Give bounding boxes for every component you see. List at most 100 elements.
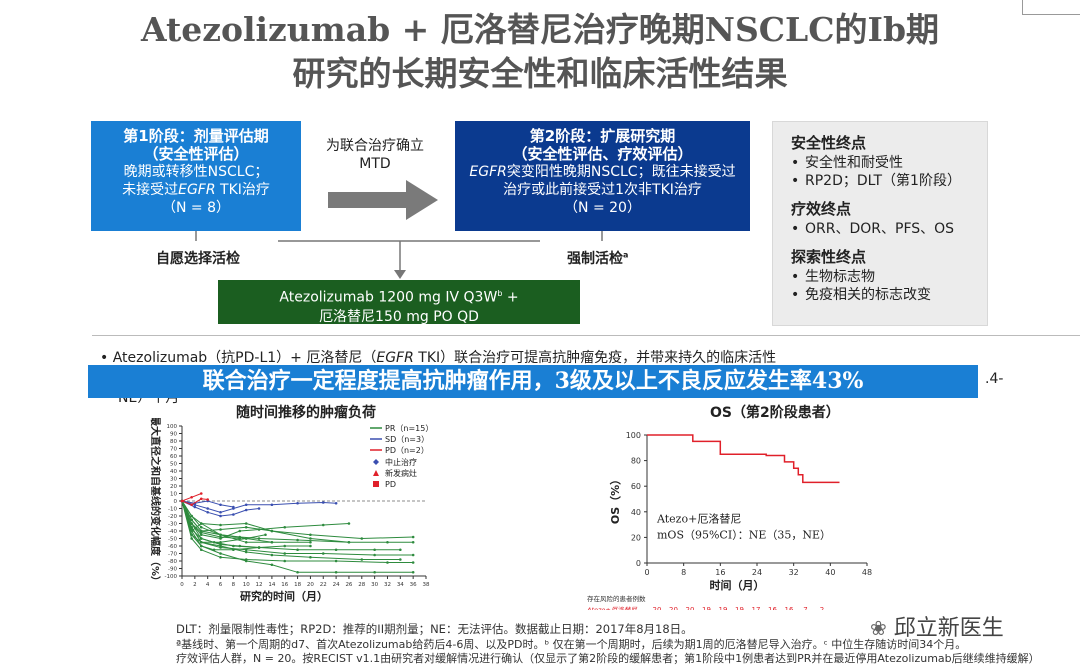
data-point: [244, 525, 248, 529]
x-tick-label: 14: [268, 582, 275, 588]
data-point: [411, 540, 415, 544]
y-tick-label: 70: [170, 447, 177, 453]
risk-count: 17: [752, 606, 761, 610]
data-point: [219, 514, 222, 518]
data-point: [321, 552, 325, 555]
os-annotation-1: Atezo+厄洛替尼: [656, 512, 741, 526]
safety-endpoints-heading: 安全性终点: [791, 134, 867, 152]
data-point: [206, 507, 209, 510]
pd-marker-icon: [373, 481, 379, 487]
data-point: [257, 537, 261, 540]
data-point: [360, 558, 364, 561]
data-point: [190, 537, 193, 540]
data-point: [190, 503, 193, 507]
risk-count: 20: [653, 606, 662, 610]
data-point: [296, 570, 299, 574]
data-point: [399, 548, 402, 552]
legend-label: PD（n=2）: [385, 446, 429, 455]
data-point: [257, 546, 261, 549]
data-point: [411, 570, 415, 574]
legend-label: PD: [385, 480, 396, 489]
data-point: [244, 537, 248, 540]
data-point: [309, 537, 312, 540]
stage1-header: 第1阶段：剂量评估期: [123, 127, 269, 145]
wechat-icon: ❀: [870, 616, 887, 640]
data-point: [199, 537, 203, 540]
y-tick-label: -50: [168, 537, 177, 543]
stage1-sub: （安全性评估）: [143, 145, 249, 163]
y-tick-label: 40: [631, 508, 641, 517]
corner-frame: [1022, 0, 1080, 15]
y-tick-label: 20: [170, 484, 177, 490]
list-item: 生物标志物: [791, 268, 987, 286]
data-point: [283, 559, 287, 563]
section-divider: [92, 335, 1080, 336]
data-point: [219, 510, 222, 514]
data-point: [206, 510, 209, 514]
y-tick-label: 50: [170, 462, 177, 468]
list-item: RP2D；DLT（第1阶段）: [791, 172, 987, 190]
data-point: [232, 513, 235, 516]
summary-bullet-right-tail: .4-: [985, 371, 1004, 387]
legend-label: SD（n=3）: [385, 435, 429, 444]
y-tick-label: -30: [168, 522, 177, 528]
data-point: [264, 533, 267, 537]
stage2-line2: 治疗或此前接受过1次非TKI治疗: [503, 182, 702, 198]
x-tick-label: 24: [752, 568, 762, 577]
data-point: [219, 552, 222, 555]
risk-count: 2: [820, 606, 824, 610]
watermark: ❀ 邱立新医生: [870, 616, 1004, 641]
tumor-burden-chart: 1009080706050403020100-10-20-30-40-50-60…: [149, 418, 433, 603]
y-tick-label: 10: [170, 492, 177, 498]
x-tick-label: 32: [384, 582, 391, 588]
stage2-line1: EGFR突变阳性晚期NSCLC；既往未接受过: [469, 164, 736, 180]
series-line-PR: [181, 500, 272, 543]
data-point: [219, 543, 222, 546]
data-point: [399, 558, 402, 561]
right-arrow-icon: [328, 180, 438, 220]
y-tick-label: 60: [170, 454, 177, 460]
data-point: [199, 544, 203, 548]
list-item: ORR、DOR、PFS、OS: [791, 220, 987, 238]
data-point: [386, 540, 389, 544]
data-point: [334, 548, 338, 552]
x-tick-label: 16: [281, 582, 288, 588]
series-line-PR: [181, 500, 349, 540]
x-tick-label: 38: [423, 582, 430, 588]
data-point: [238, 537, 242, 540]
x-tick-label: 8: [232, 582, 236, 588]
x-tick-label: 26: [345, 582, 352, 588]
x-tick-label: 48: [862, 568, 872, 577]
title-line-1: Atezolizumab + 厄洛替尼治疗晚期NSCLC的Ib期: [140, 10, 940, 49]
x-tick-label: 32: [789, 568, 799, 577]
data-point: [190, 528, 193, 531]
y-tick-label: -20: [168, 514, 177, 520]
data-point: [219, 535, 222, 539]
x-tick-label: 20: [307, 582, 314, 588]
data-point: [232, 505, 235, 509]
dosing-line2: 厄洛替尼150 mg PO QD: [319, 308, 479, 325]
data-point: [309, 533, 312, 537]
data-point: [238, 544, 242, 548]
data-point: [199, 533, 203, 537]
exploratory-endpoints-heading: 探索性终点: [791, 248, 867, 266]
stage1-box: 第1阶段：剂量评估期 （安全性评估） 晚期或转移性NSCLC； 未接受过EGFR…: [91, 121, 301, 231]
data-point: [199, 540, 203, 544]
tumor-chart-title: 随时间推移的肿瘤负荷: [236, 405, 376, 421]
stage2-header: 第2阶段：扩展研究期: [529, 127, 676, 145]
data-point: [199, 497, 203, 501]
data-point: [334, 501, 338, 505]
legend-label: 新发病灶: [385, 468, 417, 478]
data-point: [334, 559, 338, 563]
data-point: [270, 529, 274, 533]
data-point: [283, 552, 287, 555]
series-line-PR: [181, 500, 266, 543]
risk-count: 16: [768, 606, 777, 610]
y-axis-label: OS（%）: [609, 474, 622, 524]
data-point: [296, 538, 299, 542]
risk-count: 7: [803, 606, 807, 610]
data-point: [199, 525, 203, 529]
slide-title: Atezolizumab + 厄洛替尼治疗晚期NSCLC的Ib期 研究的长期安全…: [0, 8, 1080, 96]
risk-count: 20: [669, 606, 678, 610]
summary-bullet: • Atezolizumab（抗PD-L1）+ 厄洛替尼（EGFR TKI）联合…: [100, 350, 777, 366]
